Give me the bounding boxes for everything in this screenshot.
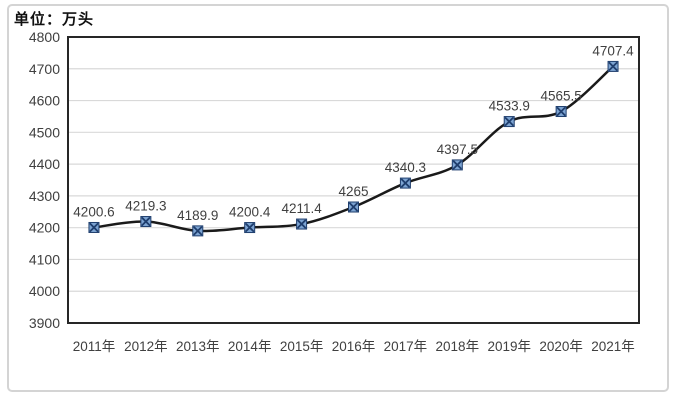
marker-x-icon (608, 61, 618, 71)
data-label: 4189.9 (177, 208, 218, 223)
chart-unit-title: 单位：万头 (14, 11, 95, 28)
x-tick-label: 2019年 (487, 339, 531, 354)
marker-x-icon (504, 117, 514, 127)
marker-x-icon (297, 219, 307, 229)
x-tick-label: 2014年 (228, 339, 272, 354)
x-tick-label: 2017年 (384, 339, 428, 354)
plot-area (67, 36, 640, 324)
marker-x-icon (348, 202, 359, 212)
data-label: 4200.6 (73, 204, 114, 219)
x-tick-label: 2012年 (124, 339, 168, 354)
data-label: 4565.5 (540, 89, 581, 104)
y-tick-label: 4600 (29, 93, 60, 109)
x-tick-label: 2011年 (73, 339, 116, 354)
y-tick-label: 4000 (29, 283, 60, 299)
marker-x-icon (400, 178, 410, 188)
data-label: 4397.5 (437, 142, 478, 157)
data-label: 4200.4 (229, 205, 271, 220)
y-tick-label: 4700 (29, 61, 60, 77)
y-tick-label: 3900 (29, 315, 60, 331)
marker-x-icon (452, 160, 462, 170)
x-tick-label: 2021年 (591, 339, 635, 354)
y-tick-label: 4500 (29, 124, 60, 140)
marker-x-icon (245, 223, 255, 233)
x-tick-label: 2015年 (280, 339, 324, 354)
data-label: 4707.4 (592, 43, 634, 58)
marker-x-icon (141, 217, 151, 227)
data-label: 4533.9 (489, 99, 530, 114)
y-tick-label: 4300 (29, 188, 60, 204)
y-tick-label: 4200 (29, 220, 60, 236)
data-label: 4211.4 (281, 201, 322, 216)
x-tick-label: 2020年 (539, 339, 583, 354)
marker-x-icon (556, 107, 566, 117)
marker-x-icon (193, 226, 203, 236)
y-tick-label: 4400 (29, 156, 60, 172)
x-tick-label: 2018年 (436, 339, 480, 354)
y-tick-label: 4100 (29, 251, 60, 267)
y-tick-label: 4800 (29, 29, 60, 45)
marker-x-icon (89, 222, 99, 232)
data-label: 4340.3 (385, 160, 426, 175)
data-label: 4219.3 (125, 199, 166, 214)
x-tick-label: 2016年 (332, 339, 376, 354)
data-label: 4265 (338, 184, 368, 199)
x-tick-label: 2013年 (176, 339, 220, 354)
